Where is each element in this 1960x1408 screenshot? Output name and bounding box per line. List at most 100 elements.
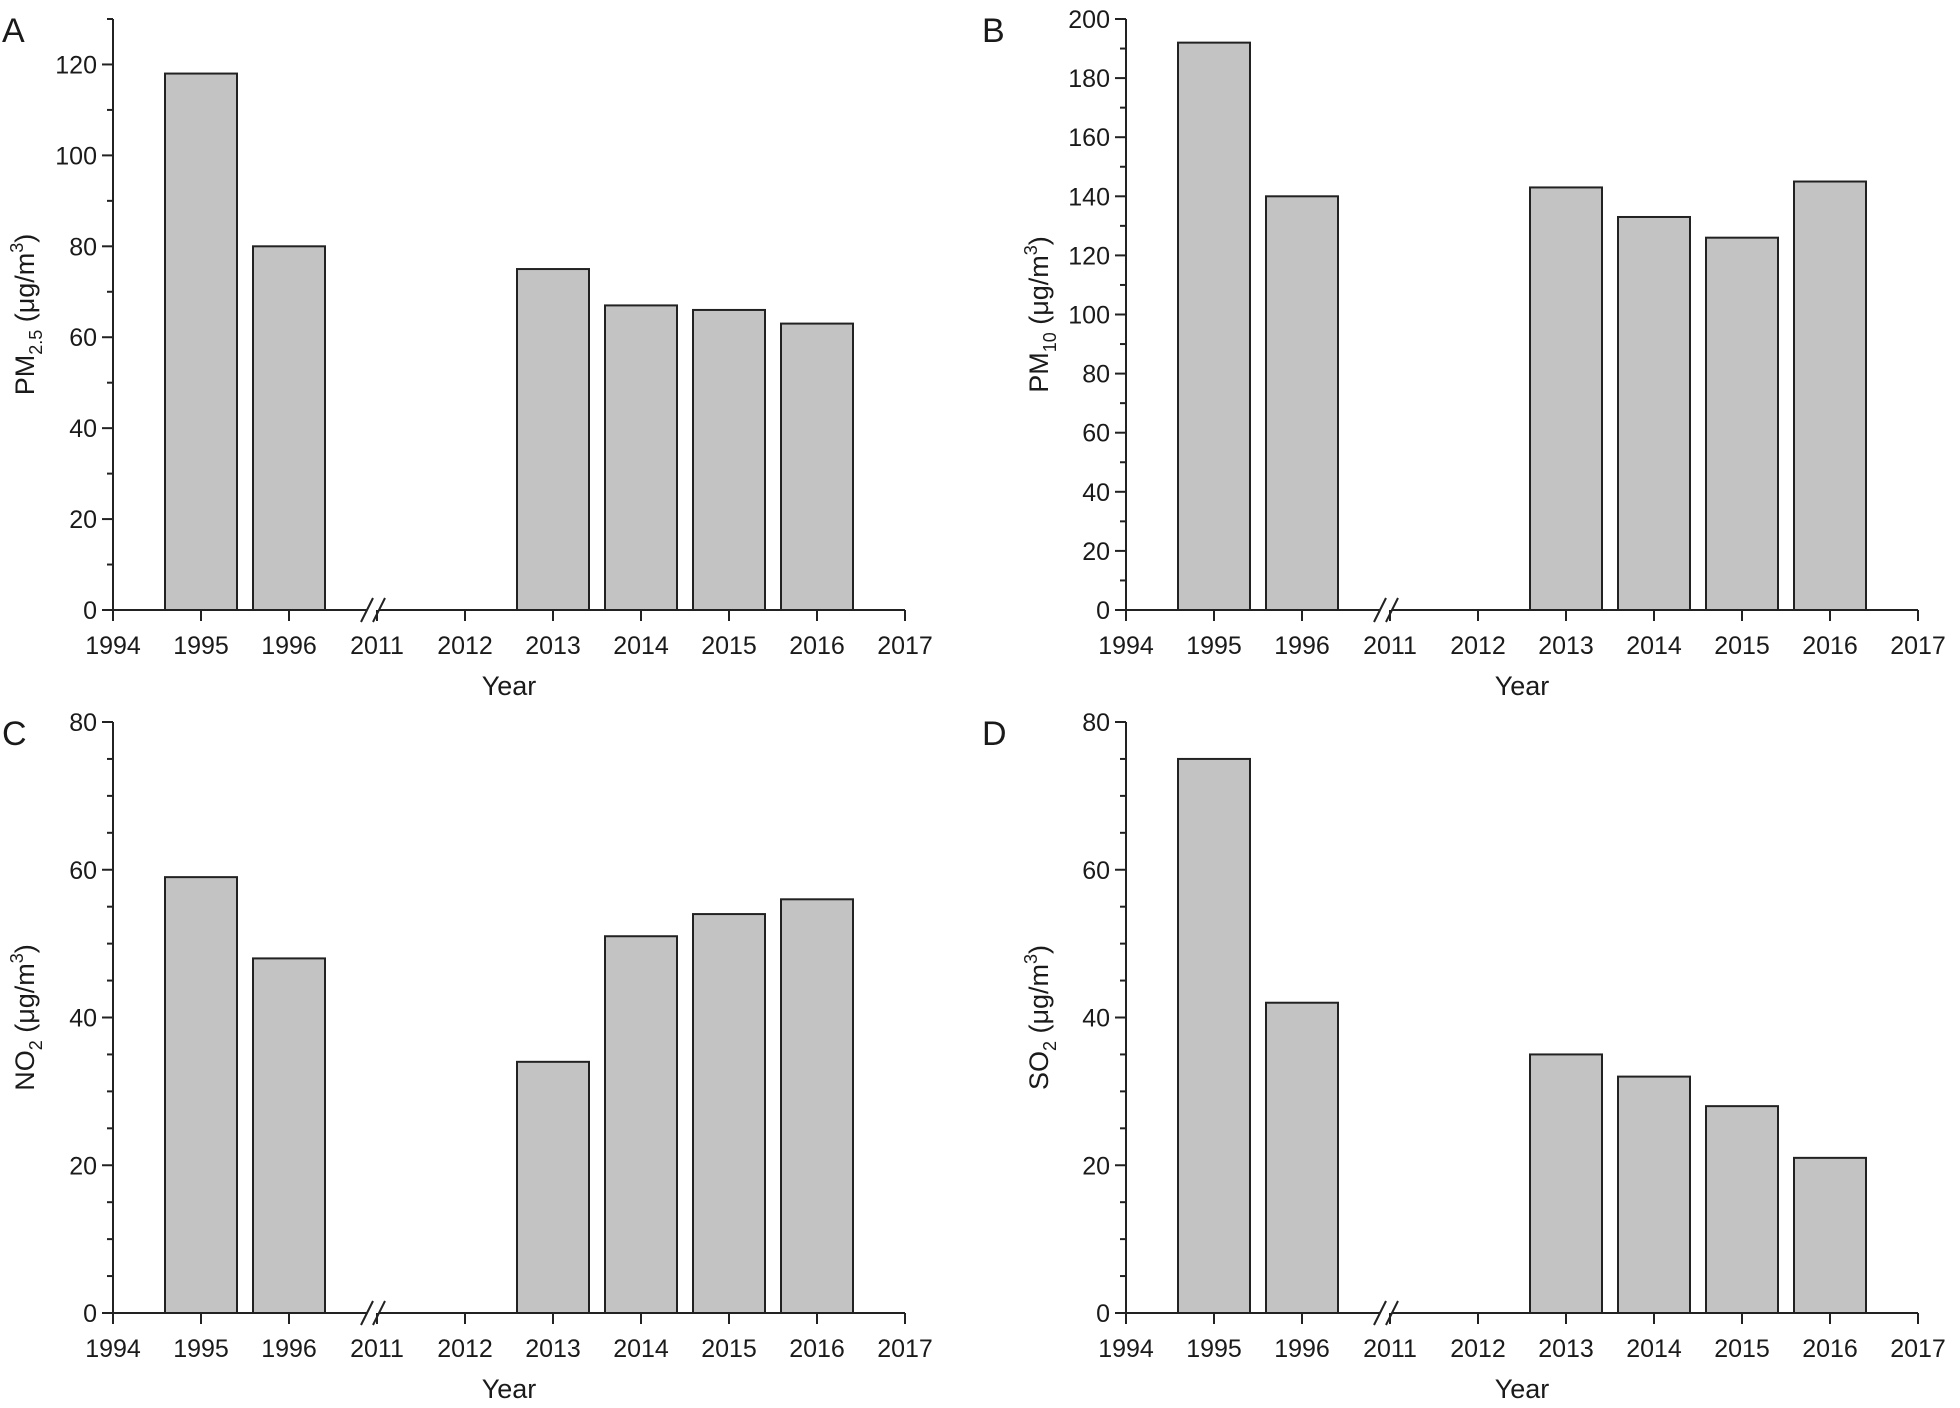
x-tick-label: 2013 xyxy=(525,632,581,660)
y-tick-label: 0 xyxy=(1096,597,1110,625)
x-tick-label: 1995 xyxy=(173,632,229,660)
panel-label: A xyxy=(2,12,25,50)
x-tick-label: 1994 xyxy=(1098,1335,1154,1363)
axis-break-mark xyxy=(372,597,386,623)
y-tick-label: 200 xyxy=(1068,6,1110,34)
x-tick-label: 2011 xyxy=(350,1335,404,1363)
x-tick-label: 2015 xyxy=(701,632,757,660)
x-tick-label: 2014 xyxy=(1626,632,1682,660)
x-tick-label: 1996 xyxy=(1274,1335,1330,1363)
x-tick-label: 2016 xyxy=(1802,1335,1858,1363)
panel-b: B 0 20 40 60 80 100 120 140 160 180 200 1994 1995 1996… xyxy=(982,6,1946,701)
bar xyxy=(1793,1156,1867,1315)
y-tick-label: 0 xyxy=(83,597,97,625)
x-tick-label: 2016 xyxy=(1802,632,1858,660)
y-tick-label: 160 xyxy=(1068,124,1110,152)
y-axis-title: PM2.5 (μg/m3) xyxy=(7,234,46,396)
bar xyxy=(1705,236,1779,611)
x-tick-label: 2017 xyxy=(1890,632,1946,660)
y-tick-label: 100 xyxy=(55,142,97,170)
y-tick-label: 60 xyxy=(69,324,97,352)
y-tick-label: 60 xyxy=(69,857,97,885)
y-tick-label: 60 xyxy=(1082,857,1110,885)
x-tick-label: 1996 xyxy=(261,1335,317,1363)
bar xyxy=(780,898,854,1314)
y-tick-label: 40 xyxy=(1082,479,1110,507)
bar xyxy=(252,245,326,612)
y-tick-label: 60 xyxy=(1082,420,1110,448)
x-tick-label: 2017 xyxy=(1890,1335,1946,1363)
bar xyxy=(1177,757,1251,1314)
y-axis-title: NO2 (μg/m3) xyxy=(7,944,46,1091)
x-tick-label: 1995 xyxy=(173,1335,229,1363)
x-axis-title: Year xyxy=(1495,671,1550,701)
axis-break-mark xyxy=(360,597,374,623)
bar xyxy=(1529,1053,1603,1314)
bar xyxy=(164,876,238,1314)
y-tick-label: 0 xyxy=(1096,1300,1110,1328)
panel-label: B xyxy=(982,12,1005,50)
x-tick-label: 2015 xyxy=(701,1335,757,1363)
y-tick-label: 0 xyxy=(83,1300,97,1328)
y-tick-label: 40 xyxy=(69,415,97,443)
x-tick-label: 2017 xyxy=(877,632,933,660)
y-tick-label: 20 xyxy=(69,506,97,534)
x-tick-label: 1996 xyxy=(261,632,317,660)
y-tick-label: 40 xyxy=(1082,1005,1110,1033)
bar xyxy=(1265,195,1339,612)
x-tick-label: 2011 xyxy=(1363,1335,1417,1363)
x-axis-title: Year xyxy=(1495,1374,1550,1404)
x-tick-label: 1994 xyxy=(85,1335,141,1363)
x-tick-label: 2014 xyxy=(613,632,669,660)
x-axis-title: Year xyxy=(482,1374,537,1404)
x-tick-label: 2014 xyxy=(613,1335,669,1363)
bar xyxy=(1529,186,1603,611)
x-tick-label: 2012 xyxy=(437,632,493,660)
y-tick-label: 40 xyxy=(69,1005,97,1033)
y-tick-label: 80 xyxy=(1082,361,1110,389)
x-tick-label: 2013 xyxy=(525,1335,581,1363)
panel-c: C 0 20 40 60 80 1994 1995 1996 2011 2012 2013 2014 20… xyxy=(2,709,933,1404)
bar xyxy=(1265,1001,1339,1314)
x-tick-label: 2012 xyxy=(1450,632,1506,660)
x-tick-label: 1994 xyxy=(1098,632,1154,660)
bar xyxy=(1617,1075,1691,1314)
bar xyxy=(780,322,854,611)
bar xyxy=(516,1060,590,1314)
y-tick-label: 20 xyxy=(1082,538,1110,566)
axis-break-mark xyxy=(372,1300,386,1326)
bar xyxy=(1793,180,1867,611)
bar xyxy=(604,935,678,1314)
x-tick-label: 1995 xyxy=(1186,632,1242,660)
y-tick-label: 20 xyxy=(69,1152,97,1180)
y-tick-label: 80 xyxy=(1082,709,1110,737)
y-tick-label: 180 xyxy=(1068,65,1110,93)
x-axis-title: Year xyxy=(482,671,537,701)
bar xyxy=(692,308,766,611)
bar xyxy=(516,268,590,611)
y-tick-label: 120 xyxy=(55,51,97,79)
bar xyxy=(1177,41,1251,611)
x-tick-label: 2017 xyxy=(877,1335,933,1363)
bar xyxy=(1705,1105,1779,1315)
x-tick-label: 2011 xyxy=(1363,632,1417,660)
x-tick-label: 2012 xyxy=(1450,1335,1506,1363)
y-tick-label: 80 xyxy=(69,709,97,737)
bar xyxy=(692,913,766,1314)
x-tick-label: 2015 xyxy=(1714,1335,1770,1363)
axis-break-mark xyxy=(1373,1300,1387,1326)
x-tick-label: 2013 xyxy=(1538,1335,1594,1363)
x-tick-label: 2011 xyxy=(350,632,404,660)
y-tick-label: 120 xyxy=(1068,242,1110,270)
x-tick-label: 2013 xyxy=(1538,632,1594,660)
axis-break-mark xyxy=(360,1300,374,1326)
bar xyxy=(1617,215,1691,612)
x-tick-label: 2014 xyxy=(1626,1335,1682,1363)
x-tick-label: 2012 xyxy=(437,1335,493,1363)
axis-break-mark xyxy=(1385,597,1399,623)
bar xyxy=(252,957,326,1315)
panel-d: D 0 20 40 60 80 1994 1995 1996 2011 2012 2013 2014 20… xyxy=(982,709,1946,1404)
y-axis-title: SO2 (μg/m3) xyxy=(1021,945,1060,1090)
y-tick-label: 80 xyxy=(69,233,97,261)
bar xyxy=(164,72,238,612)
